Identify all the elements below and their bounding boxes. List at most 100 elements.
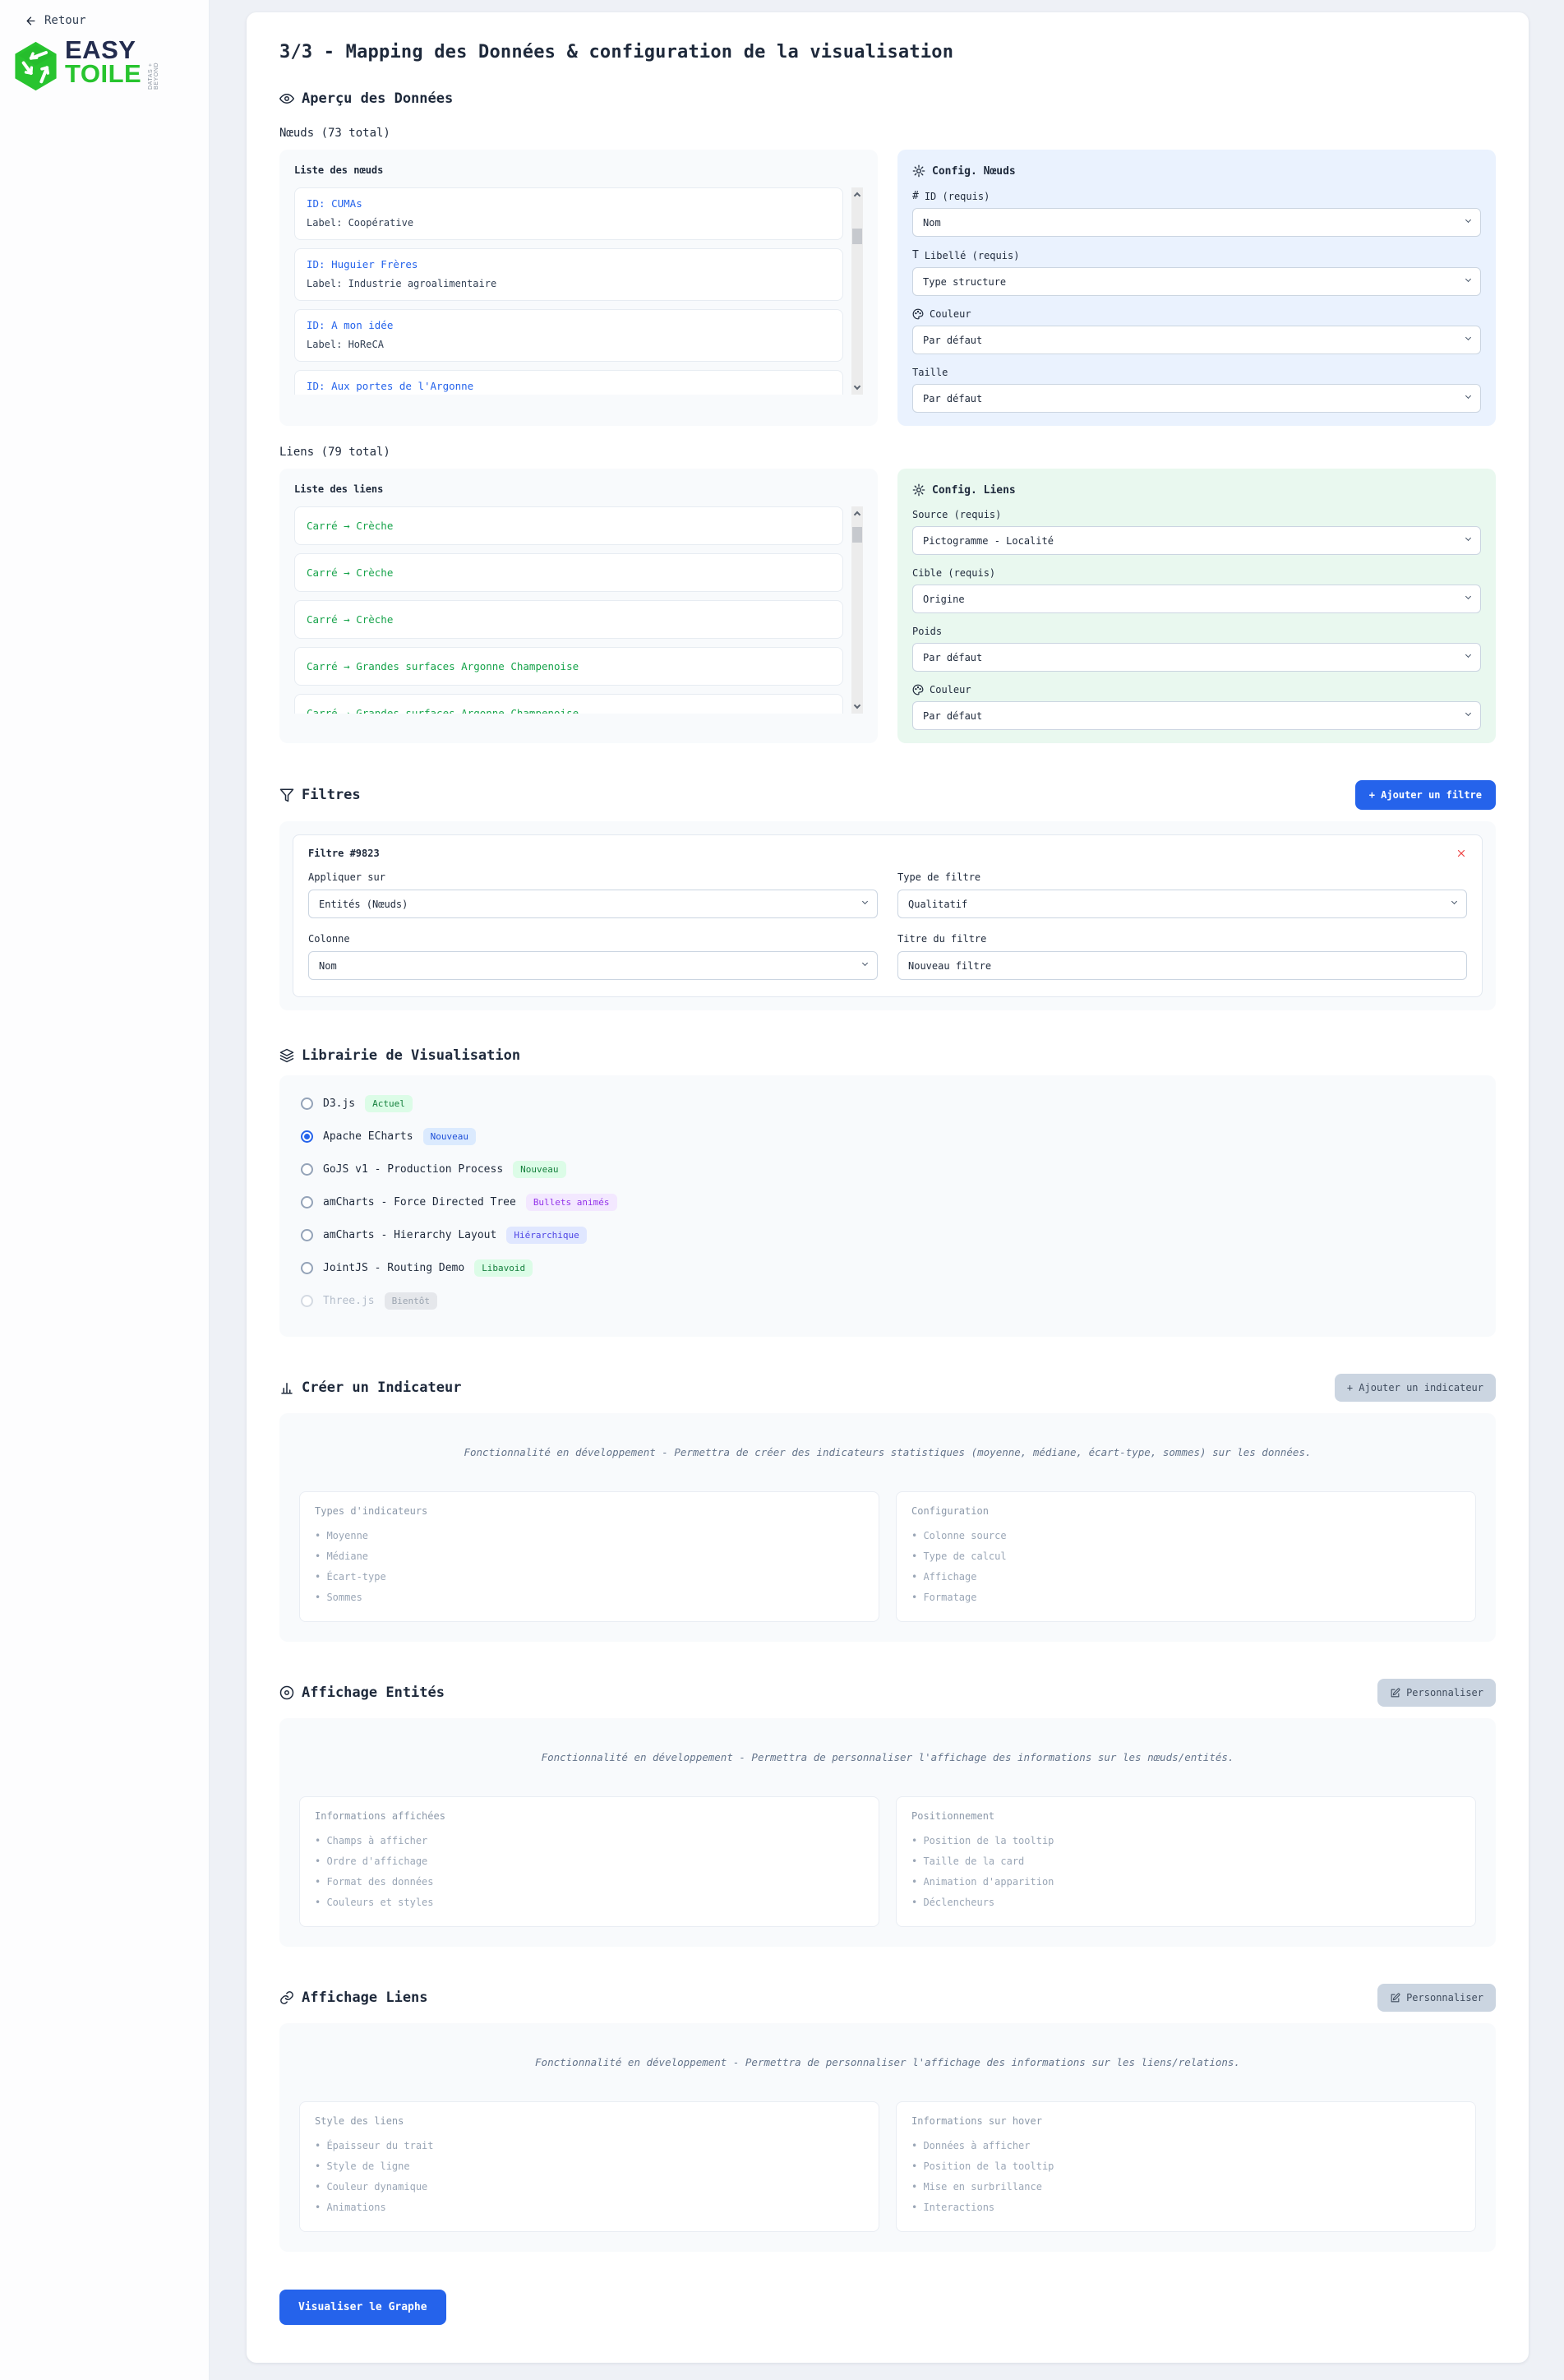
- library-option-d3js[interactable]: D3.js Actuel: [301, 1095, 1474, 1112]
- nodes-scrollbar[interactable]: [851, 187, 863, 395]
- links-display-description: Fonctionnalité en développement - Permet…: [535, 2056, 1240, 2068]
- entities-display-panel: Fonctionnalité en développement - Permet…: [279, 1718, 1496, 1947]
- config-field-label: Source (requis): [912, 509, 1002, 520]
- links-style-card: Style des liens Épaisseur du trait Style…: [299, 2101, 879, 2232]
- indicator-description: Fonctionnalité en développement - Permet…: [464, 1446, 1312, 1458]
- customize-entities-button[interactable]: Personnaliser: [1377, 1679, 1496, 1707]
- links-scroll-area[interactable]: Carré → Crèche Carré → Crèche Carré → Cr…: [294, 506, 863, 714]
- chevron-down-icon: [1451, 898, 1458, 904]
- link-source-select[interactable]: Pictogramme - Localité: [912, 526, 1481, 555]
- list-item: Position de la tooltip: [911, 2160, 1460, 2172]
- filter-apply-select[interactable]: Entités (Nœuds): [308, 890, 878, 918]
- gear-icon: [912, 483, 925, 497]
- nodes-list-title: Liste des nœuds: [294, 164, 384, 176]
- config-field-label: Couleur: [912, 684, 1481, 696]
- section-library-heading: Librairie de Visualisation: [279, 1047, 520, 1064]
- library-option-gojs[interactable]: GoJS v1 - Production Process Nouveau: [301, 1161, 1474, 1178]
- chevron-down-icon: [1465, 392, 1472, 399]
- logo-wordmark: EASY TOILE: [65, 35, 142, 88]
- customize-links-button[interactable]: Personnaliser: [1377, 1984, 1496, 2012]
- back-link[interactable]: Retour: [0, 0, 209, 27]
- library-option-jointjs[interactable]: JointJS - Routing Demo Libavoid: [301, 1259, 1474, 1277]
- links-config-title: Config. Liens: [912, 483, 1481, 497]
- scroll-down-icon[interactable]: [851, 382, 863, 394]
- filter-type-select[interactable]: Qualitatif: [897, 890, 1467, 918]
- edit-icon: [1391, 1688, 1400, 1697]
- chevron-down-icon: [1465, 709, 1472, 716]
- list-item: Mise en surbrillance: [911, 2181, 1460, 2193]
- config-field-label: Taille: [912, 367, 948, 378]
- radio-icon: [301, 1262, 313, 1274]
- add-filter-button[interactable]: + Ajouter un filtre: [1354, 780, 1496, 810]
- radio-icon: [301, 1196, 313, 1208]
- logo-easy-text: EASY: [65, 35, 136, 64]
- scroll-down-icon[interactable]: [851, 701, 863, 713]
- node-size-select[interactable]: Par défaut: [912, 384, 1481, 413]
- list-item: Position de la tooltip: [911, 1835, 1460, 1846]
- link-list-item: Carré → Grandes surfaces Argonne Champen…: [294, 647, 843, 686]
- node-id-select[interactable]: Nom: [912, 208, 1481, 237]
- list-item: Affichage: [911, 1571, 1460, 1583]
- nodes-config-title: Config. Nœuds: [912, 164, 1481, 178]
- list-item: Style de ligne: [315, 2160, 864, 2172]
- list-item: Formatage: [911, 1592, 1460, 1603]
- link-weight-select[interactable]: Par défaut: [912, 643, 1481, 672]
- filter-title-input[interactable]: [897, 951, 1467, 980]
- node-label-text: Label: HoReCA: [307, 339, 384, 350]
- link-icon: [280, 1991, 293, 2004]
- bar-chart-icon: [281, 1383, 293, 1394]
- indicator-panel: Fonctionnalité en développement - Permet…: [279, 1413, 1496, 1642]
- status-badge: Libavoid: [474, 1259, 533, 1277]
- chevron-down-icon: [1465, 275, 1472, 282]
- chevron-down-icon: [1465, 216, 1472, 223]
- eye-icon: [279, 94, 294, 104]
- link-target-select[interactable]: Origine: [912, 585, 1481, 613]
- library-option-amcharts-force[interactable]: amCharts - Force Directed Tree Bullets a…: [301, 1194, 1474, 1211]
- funnel-icon: [279, 788, 294, 802]
- status-badge: Bientôt: [384, 1292, 437, 1310]
- close-icon[interactable]: [1456, 848, 1467, 859]
- radio-icon: [301, 1229, 313, 1241]
- chevron-down-icon: [861, 898, 869, 904]
- add-indicator-button[interactable]: + Ajouter un indicateur: [1334, 1374, 1496, 1402]
- library-option-label: Three.js: [323, 1295, 375, 1307]
- section-links-display-heading: Affichage Liens: [279, 1989, 428, 2006]
- links-scrollbar[interactable]: [851, 506, 863, 714]
- status-badge: Bullets animés: [525, 1194, 617, 1211]
- scroll-up-icon[interactable]: [851, 188, 863, 200]
- link-list-item: Carré → Crèche: [294, 600, 843, 639]
- list-item: Médiane: [315, 1550, 864, 1562]
- node-color-select[interactable]: Par défaut: [912, 326, 1481, 354]
- link-color-select[interactable]: Par défaut: [912, 701, 1481, 730]
- entities-info-card: Informations affichées Champs à afficher…: [299, 1796, 879, 1927]
- apercu-heading-label: Aperçu des Données: [302, 90, 454, 107]
- chevron-down-icon: [1465, 651, 1472, 658]
- list-item: Animations: [315, 2202, 864, 2213]
- filter-apply-label: Appliquer sur: [308, 871, 385, 883]
- nodes-scroll-area[interactable]: ID: CUMAs Label: Coopérative ID: Huguier…: [294, 187, 863, 395]
- scroll-up-icon[interactable]: [851, 507, 863, 519]
- list-item: Ordre d'affichage: [315, 1855, 864, 1867]
- filter-card-title: Filtre #9823: [308, 848, 380, 859]
- node-label-select[interactable]: Type structure: [912, 267, 1481, 296]
- scrollbar-thumb[interactable]: [852, 229, 862, 244]
- node-id-text: ID: A mon idée: [307, 319, 394, 331]
- node-id-text: ID: CUMAs: [307, 197, 362, 210]
- scrollbar-thumb[interactable]: [852, 527, 862, 543]
- type-icon: T: [912, 249, 919, 261]
- filter-column-select[interactable]: Nom: [308, 951, 878, 980]
- node-list-item: ID: CUMAs Label: Coopérative: [294, 187, 843, 240]
- list-item: Épaisseur du trait: [315, 2140, 864, 2151]
- nodes-list-panel: Liste des nœuds ID: CUMAs Label: Coopéra…: [279, 150, 878, 426]
- radio-icon: [301, 1130, 313, 1143]
- library-option-apache-echarts[interactable]: Apache ECharts Nouveau: [301, 1128, 1474, 1145]
- visualize-graph-button[interactable]: Visualiser le Graphe: [279, 2290, 446, 2325]
- links-display-panel: Fonctionnalité en développement - Permet…: [279, 2023, 1496, 2252]
- links-count-label: Liens (79 total): [279, 446, 390, 459]
- library-option-amcharts-hierarchy[interactable]: amCharts - Hierarchy Layout Hiérarchique: [301, 1227, 1474, 1244]
- logo-toile-text: TOILE: [65, 58, 142, 88]
- filter-title-label: Titre du filtre: [897, 933, 987, 945]
- config-field-label: # ID (requis): [912, 190, 990, 202]
- main-area: 3/3 - Mapping des Données & configuratio…: [210, 0, 1564, 2380]
- eye-icon: [279, 1685, 294, 1700]
